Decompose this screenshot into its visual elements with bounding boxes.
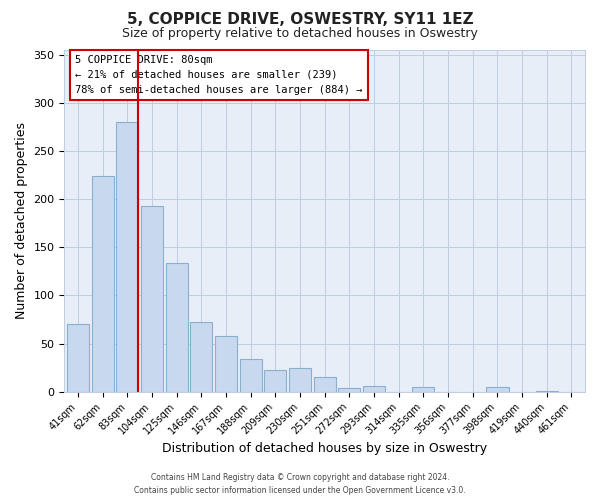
Bar — [338, 388, 361, 392]
Bar — [289, 368, 311, 392]
Bar — [363, 386, 385, 392]
Bar — [215, 336, 237, 392]
Text: 5, COPPICE DRIVE, OSWESTRY, SY11 1EZ: 5, COPPICE DRIVE, OSWESTRY, SY11 1EZ — [127, 12, 473, 28]
Bar — [166, 262, 188, 392]
Bar — [67, 324, 89, 392]
Bar — [92, 176, 114, 392]
X-axis label: Distribution of detached houses by size in Oswestry: Distribution of detached houses by size … — [162, 442, 487, 455]
Bar — [487, 387, 509, 392]
Bar — [314, 378, 336, 392]
Bar — [141, 206, 163, 392]
Y-axis label: Number of detached properties: Number of detached properties — [15, 122, 28, 320]
Text: Size of property relative to detached houses in Oswestry: Size of property relative to detached ho… — [122, 28, 478, 40]
Bar — [190, 322, 212, 392]
Bar — [412, 387, 434, 392]
Bar — [116, 122, 139, 392]
Text: Contains HM Land Registry data © Crown copyright and database right 2024.
Contai: Contains HM Land Registry data © Crown c… — [134, 474, 466, 495]
Text: 5 COPPICE DRIVE: 80sqm
← 21% of detached houses are smaller (239)
78% of semi-de: 5 COPPICE DRIVE: 80sqm ← 21% of detached… — [75, 55, 362, 94]
Bar — [536, 391, 558, 392]
Bar — [264, 370, 286, 392]
Bar — [239, 359, 262, 392]
